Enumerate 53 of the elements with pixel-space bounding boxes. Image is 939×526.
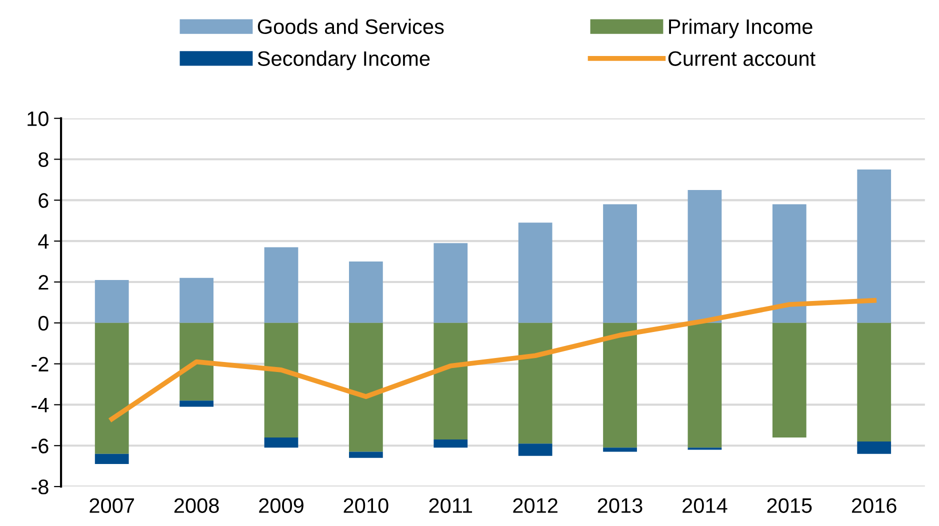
y-tick-label: -6 — [32, 438, 48, 454]
x-tick-label: 2011 — [429, 498, 472, 513]
bar — [518, 322, 552, 444]
legend-label: Current account — [668, 51, 816, 66]
y-tick-label: 10 — [28, 111, 48, 126]
x-tick-label: 2012 — [513, 498, 558, 513]
line-series — [109, 298, 877, 422]
y-tick-label: 4 — [38, 234, 49, 249]
y-tick-label: 8 — [38, 152, 48, 168]
bar — [603, 322, 637, 448]
bar — [180, 278, 214, 323]
y-tick-label: -2 — [32, 356, 48, 372]
x-tick-label: 2007 — [90, 498, 134, 513]
bar — [348, 452, 383, 458]
bar — [857, 442, 892, 454]
bar — [518, 444, 552, 456]
legend-label: Goods and Services — [258, 18, 444, 34]
y-tick-label: 0 — [38, 316, 48, 331]
bar — [772, 322, 806, 438]
x-tick-label: 2008 — [174, 498, 219, 513]
bar — [434, 440, 468, 448]
x-tick-label: 2015 — [767, 498, 812, 513]
bar — [94, 280, 129, 323]
x-tick-label: 2016 — [852, 498, 896, 513]
bar — [264, 322, 298, 438]
bar — [348, 262, 383, 323]
bar — [94, 454, 129, 464]
bar — [180, 400, 214, 407]
bar — [434, 243, 468, 323]
bar — [518, 222, 552, 323]
x-tick-label: 2013 — [598, 498, 642, 513]
legend-label: Primary Income — [669, 18, 812, 38]
bar — [772, 204, 806, 323]
bar — [857, 322, 892, 442]
bar — [180, 322, 214, 401]
bar — [348, 322, 383, 452]
bar — [688, 190, 722, 323]
y-tick-label: 2 — [38, 274, 48, 290]
x-tick-label: 2010 — [344, 498, 388, 513]
bar — [94, 322, 129, 454]
bar — [264, 247, 298, 323]
bar — [603, 204, 637, 323]
bar — [688, 322, 722, 448]
y-tick-label: 6 — [38, 193, 48, 208]
bar — [264, 437, 298, 448]
x-tick-label: 2014 — [682, 498, 728, 513]
legend-label: Secondary Income — [258, 50, 430, 70]
bar — [603, 448, 637, 452]
x-tick-label: 2009 — [259, 498, 304, 513]
bar — [434, 322, 468, 440]
y-tick-label: -8 — [32, 480, 48, 494]
bar — [857, 169, 892, 323]
y-tick-label: -4 — [32, 398, 49, 412]
